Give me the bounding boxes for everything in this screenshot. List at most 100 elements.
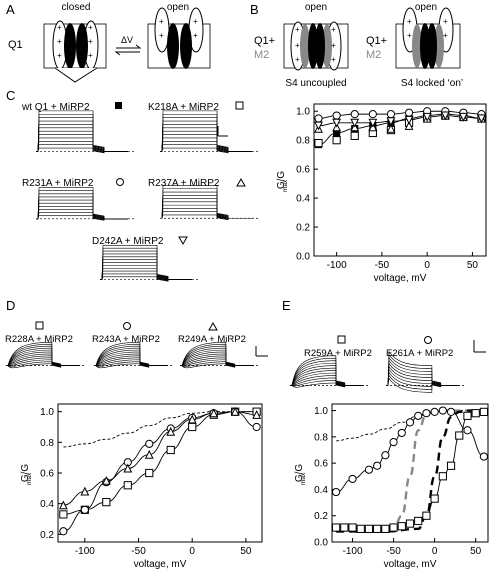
data-point-open-circle (348, 474, 357, 484)
fit-curve (336, 411, 484, 530)
y-tick-label: 0.4 (296, 194, 310, 205)
current-trace (36, 187, 128, 221)
svg-text:+: + (331, 25, 336, 34)
x-tick-label: -50 (375, 260, 390, 271)
x-tick-label: 50 (467, 260, 479, 271)
symbol-open-triangle-down (178, 236, 188, 246)
data-point-open-circle (145, 439, 154, 448)
data-point-open-square (414, 516, 423, 526)
data-point-open-triangle-up (209, 408, 219, 418)
closed-label: closed (62, 2, 91, 13)
y-axis-label-subscript: max (300, 472, 307, 485)
data-point-open-square (350, 131, 359, 140)
y-tick-label: 0.2 (296, 223, 310, 234)
data-point-open-square (102, 498, 111, 507)
x-axis-label: voltage, mV (374, 273, 427, 284)
scale-bar-d (255, 346, 268, 357)
x-tick-label: 0 (432, 546, 438, 557)
current-trace (36, 209, 128, 220)
y-tick-label: 1.0 (296, 107, 310, 118)
svg-text:+: + (159, 31, 164, 40)
current-trace (100, 265, 192, 280)
data-point-open-triangle-up (101, 475, 111, 485)
caption-s4-locked: S4 locked ‘on’ (401, 78, 463, 89)
svg-text:+: + (295, 41, 300, 50)
panel-letter-a: A (6, 2, 15, 17)
x-axis-label: voltage, mV (134, 559, 187, 570)
data-point-open-triangle-up (144, 449, 154, 459)
data-point-open-triangle-down (350, 118, 360, 128)
current-trace (36, 141, 128, 152)
current-trace (160, 134, 252, 152)
data-point-filled-square (333, 129, 341, 137)
data-point-open-square (455, 431, 464, 440)
current-trace (386, 356, 460, 387)
y-tick-label: 1.0 (314, 406, 328, 417)
symbol-open-circle-d (123, 322, 131, 330)
data-point-open-circle (479, 452, 488, 461)
data-point-open-square (405, 519, 415, 528)
svg-text:+: + (407, 17, 412, 26)
delta-v-label: ΔV (121, 35, 133, 45)
current-trace (160, 144, 252, 152)
data-point-open-circle (314, 114, 323, 123)
y-tick-label: 0.4 (40, 499, 54, 510)
data-point-open-square (381, 524, 390, 533)
trace-label-r259a: R259A + MiRP2 (304, 348, 372, 359)
current-traces-d (6, 341, 260, 369)
symbol-open-square (235, 101, 244, 110)
data-point-open-circle (405, 418, 415, 427)
reference-curve-wt (336, 410, 484, 442)
trace-label-wt-q1: wt Q1 + MiRP2 (21, 102, 90, 113)
current-trace (36, 113, 128, 153)
data-point-open-circle (430, 407, 439, 416)
data-point-open-square (438, 472, 447, 481)
fit-curve (63, 411, 257, 506)
panel-c: C wt Q1 + MiRP2 K218A + MiRP2 R231A + Mi… (6, 88, 258, 282)
current-trace (290, 377, 364, 386)
data-point-open-square (340, 523, 349, 532)
data-point-open-square (314, 138, 323, 148)
y-tick-label: 0.8 (40, 438, 54, 449)
panel-letter-d: D (6, 298, 15, 313)
data-point-open-triangle-up (80, 486, 90, 496)
x-tick-label: -100 (343, 546, 363, 557)
current-trace (160, 185, 252, 221)
svg-text:+: + (443, 31, 448, 40)
panel-letter-e: E (282, 298, 291, 313)
panel-a: A Q1 closed + + + + + + ΔV open + + (6, 2, 211, 83)
data-point-open-circle (404, 108, 414, 117)
current-trace (160, 208, 252, 219)
current-trace (100, 247, 192, 282)
data-point-open-circle (463, 426, 472, 435)
x-tick-label: 50 (470, 546, 482, 557)
symbol-open-square-d (35, 321, 44, 330)
uncoupled-channel-diagram: + + + + + + (283, 21, 349, 71)
data-point-open-square (166, 445, 175, 455)
scale-bar-e (473, 340, 486, 353)
x-tick-label: 50 (240, 546, 252, 557)
data-point-open-triangle-down (314, 121, 323, 131)
panel-e: E R259A + MiRP2 E261A + MiRP2 (282, 298, 486, 393)
current-trace (160, 113, 252, 153)
current-trace (290, 355, 364, 388)
data-point-open-square (356, 524, 365, 533)
data-point-open-circle (373, 461, 382, 470)
data-point-open-square (59, 510, 68, 519)
current-trace (36, 144, 128, 152)
x-tick-label: -50 (386, 546, 401, 557)
m2-label-b1: M2 (254, 49, 269, 61)
svg-text:+: + (88, 37, 93, 46)
current-trace (6, 343, 80, 368)
data-point-open-triangle-up (386, 123, 396, 133)
symbol-open-circle (116, 178, 124, 186)
x-tick-label: -100 (75, 546, 95, 557)
data-point-open-circle (397, 428, 406, 438)
equilibrium-arrows (114, 44, 142, 56)
data-point-open-triangle-down (458, 112, 468, 122)
current-trace (160, 201, 252, 219)
y-axis-label-subscript: max (282, 179, 289, 192)
current-trace (180, 343, 254, 368)
data-point-open-triangle-up (123, 463, 133, 473)
trace-label-e261a: E261A + MiRP2 (386, 348, 453, 359)
